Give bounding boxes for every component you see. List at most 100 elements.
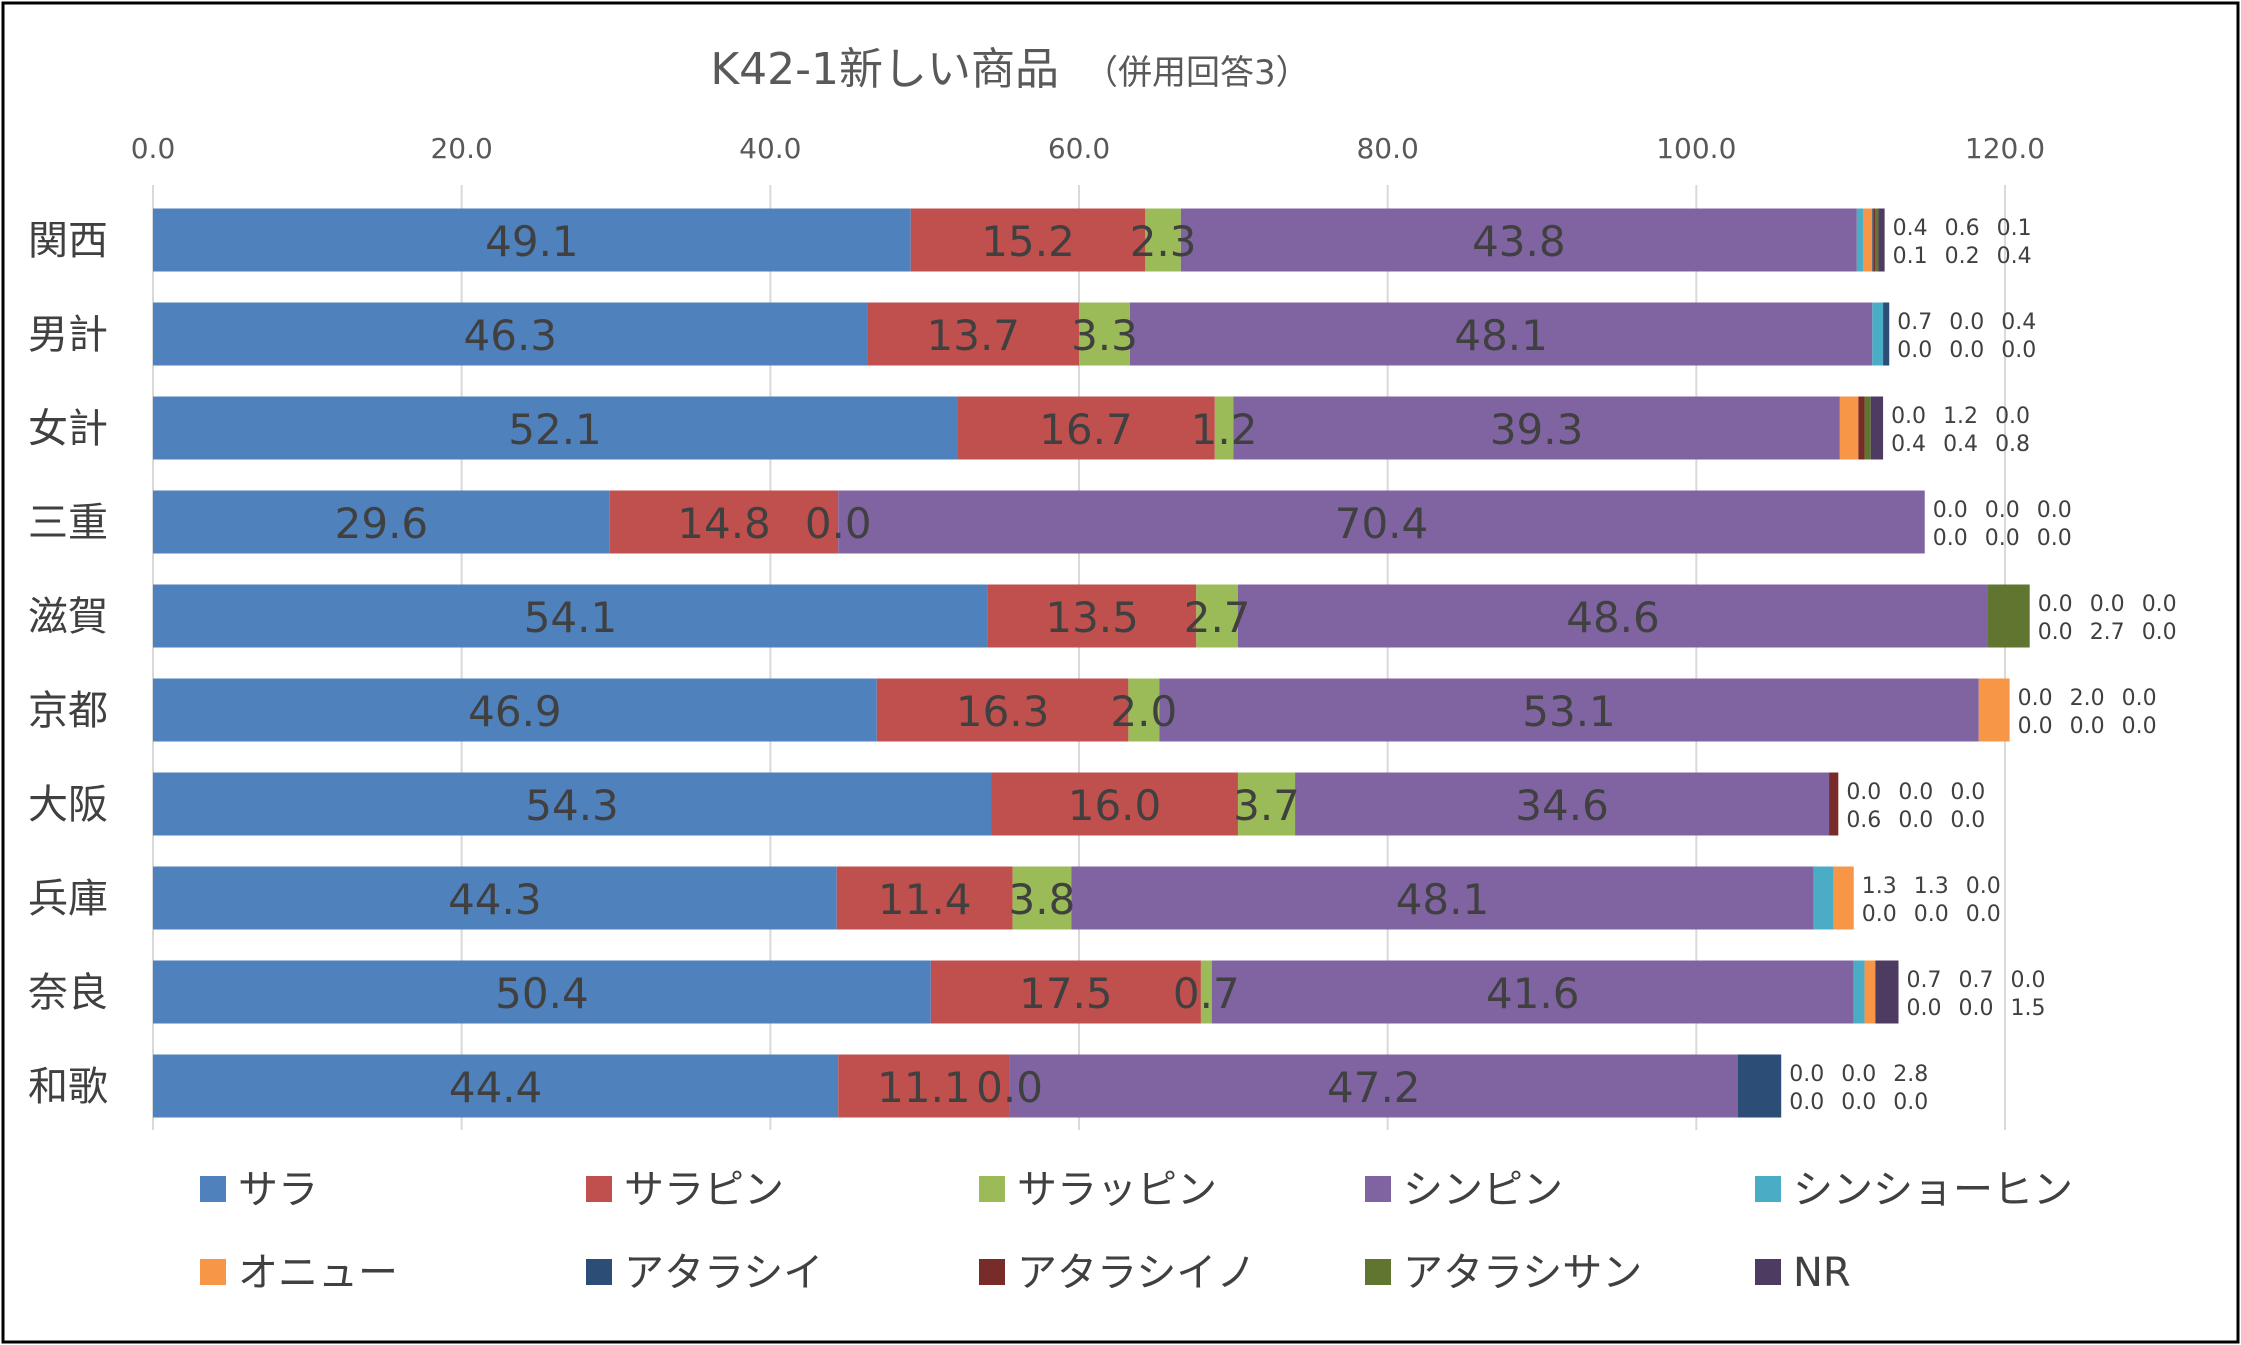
bar-segment <box>1159 678 1979 742</box>
x-tick-label: 100.0 <box>1656 132 1736 165</box>
legend-label: アタラシイ <box>624 1250 823 1296</box>
legend-label: サラッピン <box>1017 1167 1217 1213</box>
data-label: 2.7 <box>1184 593 1251 642</box>
data-label: 11.1 <box>877 1063 971 1112</box>
bar-segment <box>1237 772 1296 836</box>
category-label: 滋賀 <box>28 594 108 640</box>
data-label-small: 0.0 <box>1891 404 1926 429</box>
data-label-small: 0.0 <box>2037 498 2072 523</box>
data-label: 13.7 <box>927 311 1021 360</box>
data-label-small: 0.0 <box>1950 780 1985 805</box>
bar-segment <box>153 960 931 1024</box>
data-label-small: 0.0 <box>1898 808 1933 833</box>
x-tick-label: 120.0 <box>1965 132 2045 165</box>
bar-segment <box>1864 396 1871 460</box>
data-label: 48.1 <box>1454 311 1548 360</box>
data-label: 17.5 <box>1019 969 1113 1018</box>
bar-segment <box>153 302 868 366</box>
data-label: 54.1 <box>524 593 618 642</box>
legend-label: シンピン <box>1403 1167 1563 1213</box>
bar-segment <box>1211 960 1854 1024</box>
data-label-small: 0.7 <box>1897 310 1932 335</box>
data-label: 70.4 <box>1335 499 1429 548</box>
data-label-small: 0.0 <box>1966 874 2001 899</box>
data-label-small: 0.2 <box>1945 244 1980 269</box>
bar-segment <box>1870 396 1884 460</box>
data-label-small: 0.0 <box>2038 620 2073 645</box>
bar-segment <box>153 772 992 836</box>
data-label-small: 0.0 <box>1841 1062 1876 1087</box>
data-label-small: 2.0 <box>2070 686 2105 711</box>
data-label-small: 0.0 <box>2011 968 2046 993</box>
data-label-small: 0.0 <box>1949 310 1984 335</box>
data-label: 46.3 <box>464 311 558 360</box>
data-label-small: 0.0 <box>1985 526 2020 551</box>
bar-segment <box>1858 396 1865 460</box>
data-label: 16.3 <box>956 687 1050 736</box>
data-label: 52.1 <box>508 405 602 454</box>
x-tick-label: 80.0 <box>1356 132 1418 165</box>
bar-segment <box>1071 866 1814 930</box>
bar-segment <box>1883 302 1890 366</box>
data-label-small: 1.3 <box>1862 874 1897 899</box>
data-label-small: 0.0 <box>1897 338 1932 363</box>
bar-segment <box>876 678 1129 742</box>
data-label-small: 0.0 <box>2142 620 2177 645</box>
data-label-small: 0.0 <box>1789 1062 1824 1087</box>
bar-segment <box>867 302 1079 366</box>
bar-segment <box>1978 678 2010 742</box>
title-main: K42-1新しい商品 <box>710 44 1059 95</box>
data-label: 39.3 <box>1490 405 1584 454</box>
bar-segment <box>1864 960 1876 1024</box>
data-label: 15.2 <box>981 217 1075 266</box>
legend-swatch <box>979 1176 1005 1202</box>
data-label-small: 0.0 <box>2038 592 2073 617</box>
data-label-small: 0.0 <box>1933 526 1968 551</box>
data-label-small: 1.2 <box>1943 404 1978 429</box>
category-label: 三重 <box>28 500 108 546</box>
legend-label: オニュー <box>238 1250 398 1296</box>
data-label: 0.7 <box>1173 969 1240 1018</box>
data-label-small: 2.7 <box>2090 620 2125 645</box>
legend-swatch <box>1755 1176 1781 1202</box>
legend-label: NR <box>1793 1250 1851 1296</box>
category-label: 女計 <box>28 406 108 452</box>
data-label-small: 1.3 <box>1914 874 1949 899</box>
bar-segment <box>1200 960 1212 1024</box>
legend-swatch <box>1755 1259 1781 1285</box>
data-label-small: 0.0 <box>2018 714 2053 739</box>
bar-segment <box>1878 208 1885 272</box>
x-tick-label: 0.0 <box>131 132 176 165</box>
data-label: 0.0 <box>805 499 872 548</box>
bar-segment <box>1009 1054 1739 1118</box>
bar-segment <box>153 584 988 648</box>
data-label-small: 0.6 <box>1846 808 1881 833</box>
data-label-small: 0.0 <box>2018 686 2053 711</box>
bar-segment <box>1872 208 1874 272</box>
bar-segment <box>910 208 1146 272</box>
legend-label: シンショーヒン <box>1793 1167 2073 1213</box>
data-label: 47.2 <box>1327 1063 1421 1112</box>
category-label: 京都 <box>28 688 108 734</box>
bar-segment <box>838 490 1925 554</box>
data-label-small: 0.0 <box>1933 498 1968 523</box>
data-label: 48.6 <box>1566 593 1660 642</box>
bar-segment <box>1129 302 1873 366</box>
data-label-small: 0.0 <box>1907 996 1942 1021</box>
data-label: 29.6 <box>335 499 429 548</box>
category-label: 奈良 <box>28 970 108 1016</box>
data-label-small: 1.5 <box>2011 996 2046 1021</box>
bar-segment <box>153 208 911 272</box>
legend-swatch <box>1365 1259 1391 1285</box>
data-label-small: 0.0 <box>1898 780 1933 805</box>
data-label: 14.8 <box>677 499 771 548</box>
bar-segment <box>1872 302 1884 366</box>
data-label-small: 2.8 <box>1893 1062 1928 1087</box>
data-label-small: 0.0 <box>2122 714 2157 739</box>
data-label-small: 0.0 <box>1846 780 1881 805</box>
bar-segment <box>1196 584 1238 648</box>
data-label-small: 0.0 <box>1862 902 1897 927</box>
data-label: 49.1 <box>485 217 579 266</box>
data-label: 53.1 <box>1522 687 1616 736</box>
